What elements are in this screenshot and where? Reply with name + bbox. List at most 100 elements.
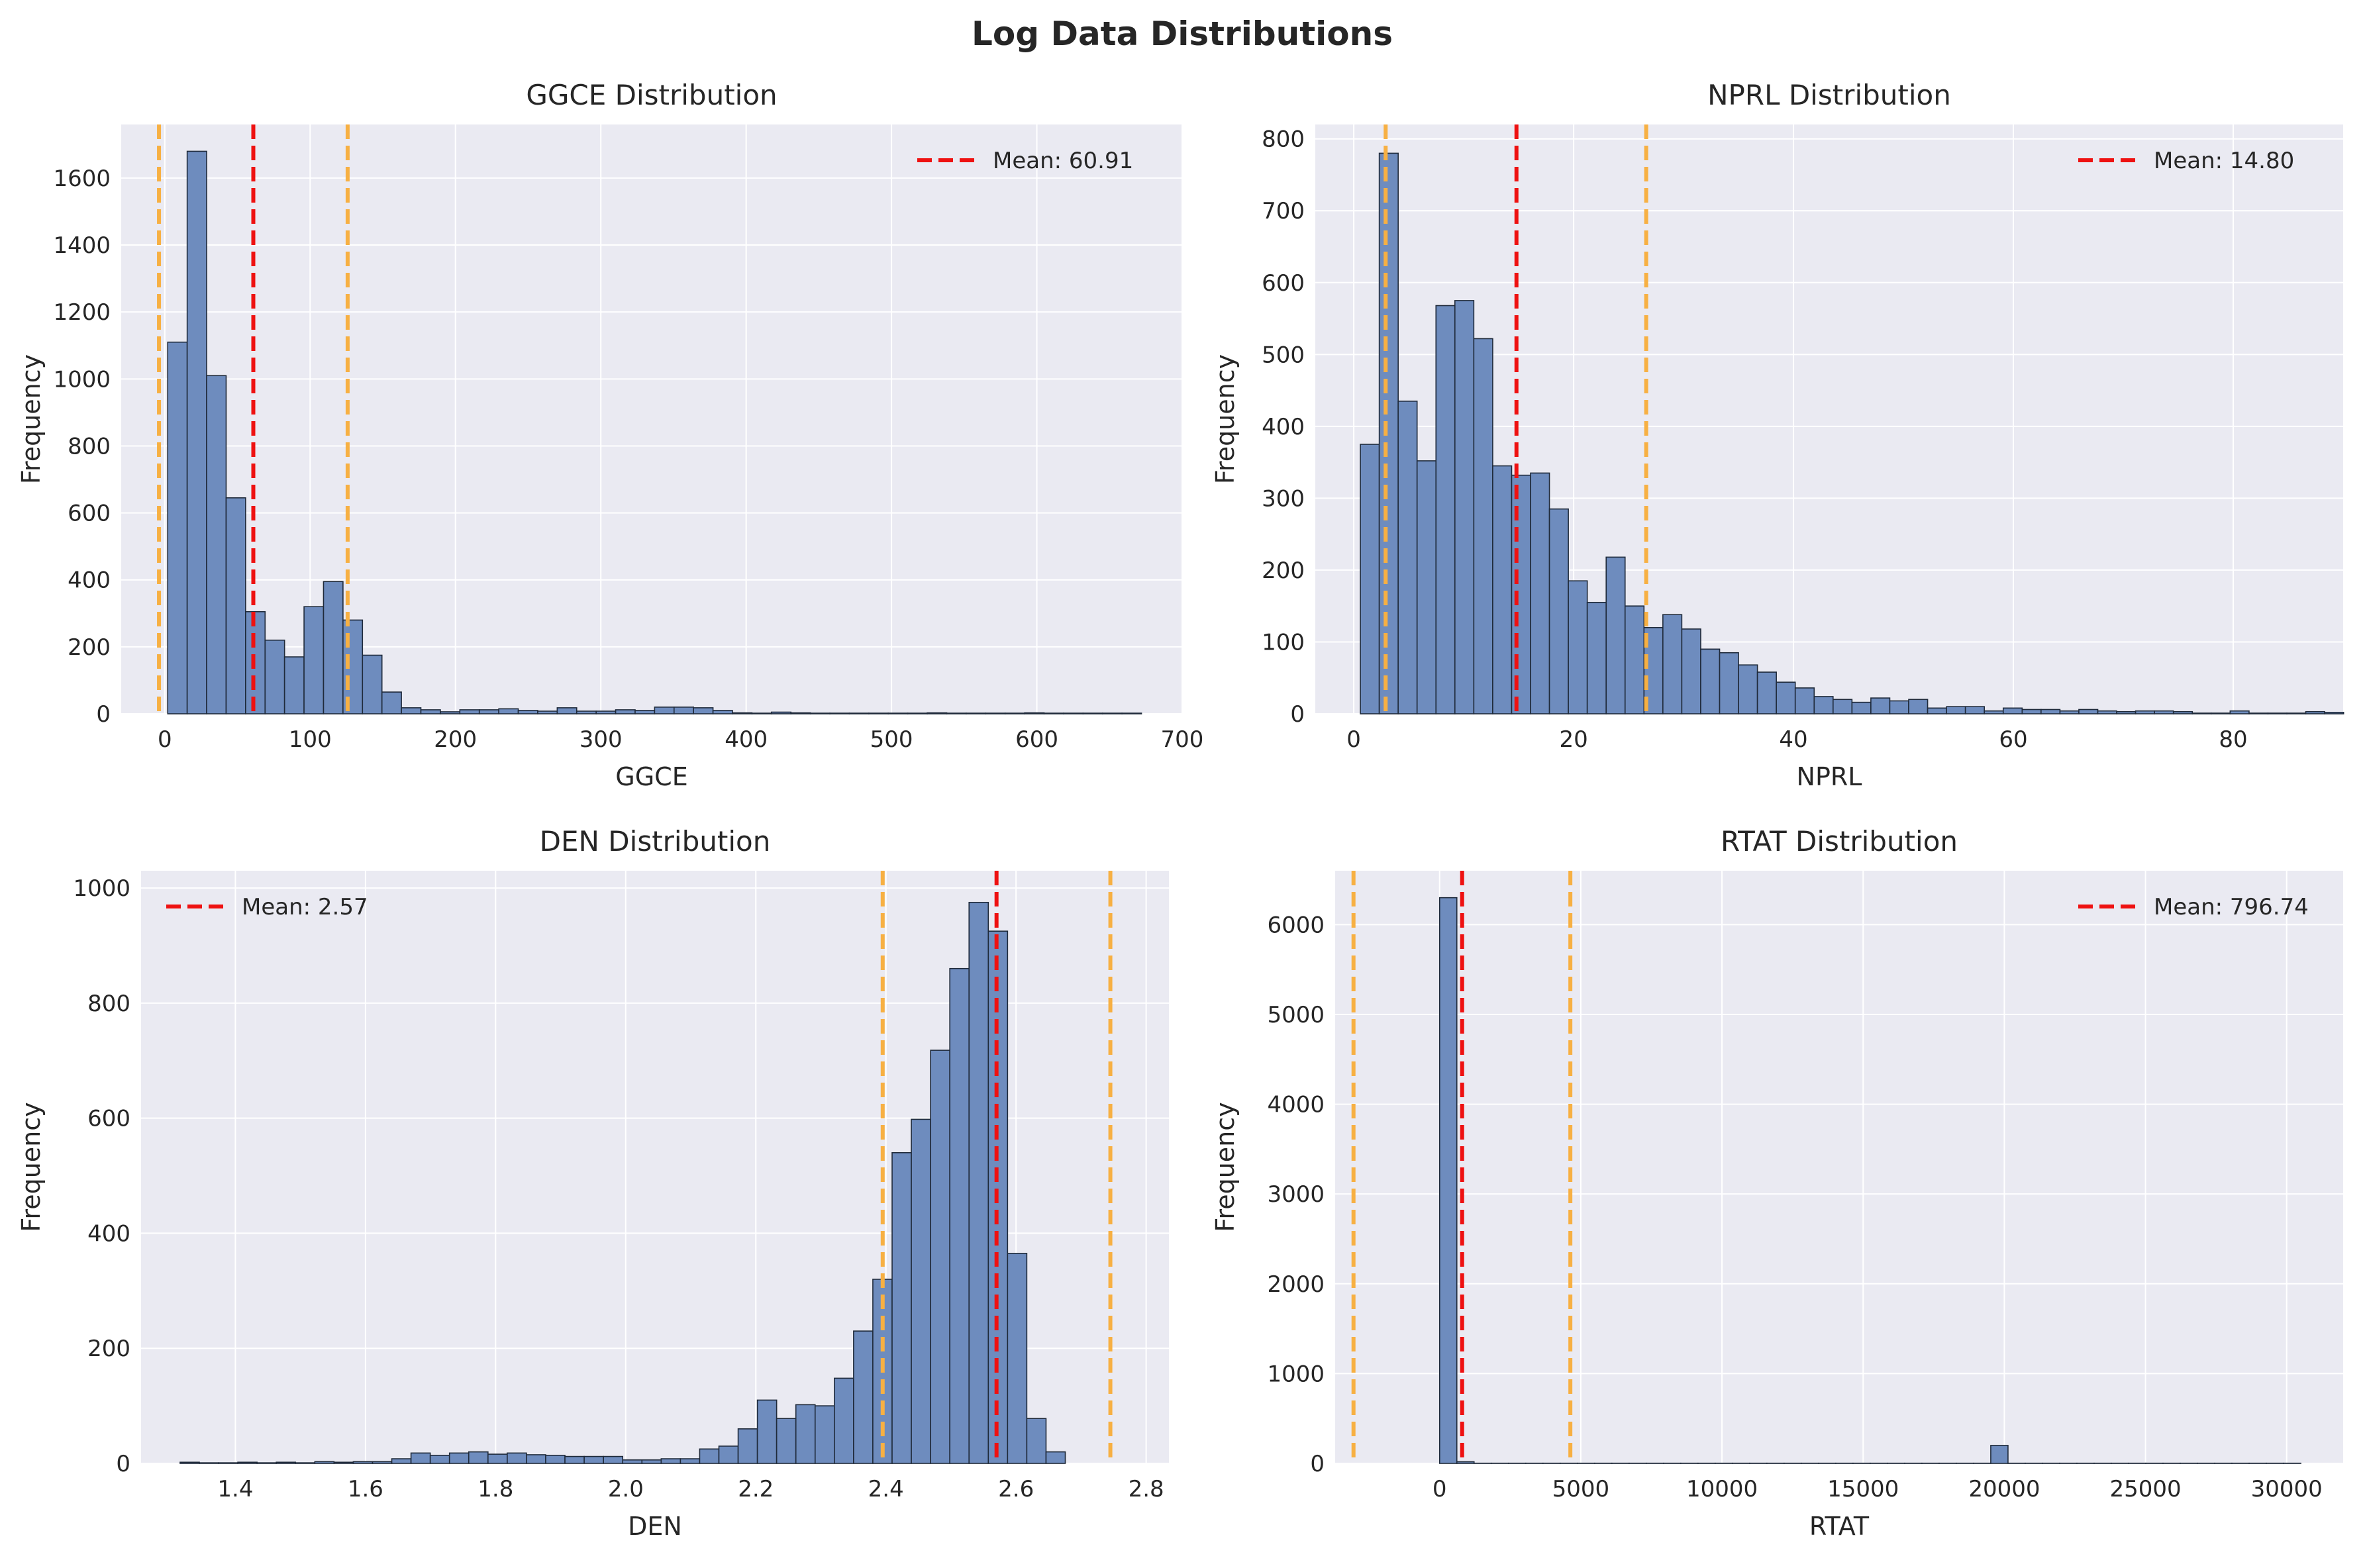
histogram-bar	[1007, 1253, 1027, 1463]
y-tick-label: 400	[87, 1220, 130, 1247]
histogram-bar	[1380, 153, 1399, 714]
histogram-bar	[450, 1453, 469, 1463]
histogram-bar	[738, 1429, 758, 1463]
histogram-bar	[557, 708, 576, 714]
x-axis-label: RTAT	[1809, 1512, 1870, 1541]
x-tick-label: 5000	[1552, 1476, 1610, 1502]
histogram-bar	[596, 711, 615, 714]
histogram-bar	[1360, 444, 1380, 714]
histogram-bar	[603, 1457, 623, 1463]
histogram-bar	[2154, 711, 2174, 714]
histogram-bar	[1833, 699, 1852, 714]
histogram-bar	[854, 1331, 873, 1463]
histogram-bar	[353, 1461, 372, 1463]
histogram-bar	[238, 1462, 257, 1463]
histogram-bar	[430, 1455, 450, 1463]
histogram-bar	[693, 708, 713, 714]
x-tick-label: 15000	[1827, 1476, 1899, 1502]
histogram-bar	[499, 709, 518, 714]
histogram-bar	[1046, 1452, 1065, 1463]
histogram-bar	[440, 712, 460, 714]
histogram-bar	[2192, 713, 2211, 714]
histogram-bar	[527, 1455, 546, 1463]
x-tick-label: 600	[1015, 726, 1058, 753]
x-tick-label: 2.8	[1129, 1476, 1164, 1502]
histogram-bar	[966, 713, 985, 714]
y-tick-label: 6000	[1267, 912, 1325, 938]
panel-title: RTAT Distribution	[1721, 825, 1958, 858]
histogram-bar	[777, 1418, 796, 1463]
histogram-bar	[869, 713, 888, 714]
x-axis-label: DEN	[628, 1512, 682, 1541]
histogram-bar	[304, 607, 323, 714]
histogram-bar	[1991, 1446, 2008, 1463]
histogram-bar	[488, 1454, 507, 1463]
x-tick-label: 1.8	[478, 1476, 513, 1502]
y-tick-label: 200	[87, 1336, 130, 1362]
x-tick-label: 2.2	[738, 1476, 774, 1502]
histogram-bar	[469, 1452, 488, 1463]
histogram-bar	[1064, 713, 1083, 714]
histogram-bar	[635, 710, 654, 714]
y-axis-label: Frequency	[1211, 354, 1240, 484]
histogram-bar	[382, 692, 401, 714]
histogram-bar	[2325, 712, 2344, 714]
y-tick-label: 0	[96, 701, 111, 728]
histogram-bar	[246, 612, 265, 714]
histogram-bar	[1814, 697, 1833, 714]
y-tick-label: 200	[1262, 558, 1305, 584]
x-tick-label: 0	[1346, 726, 1361, 753]
figure-title: Log Data Distributions	[972, 15, 1393, 53]
x-tick-label: 40	[1779, 726, 1807, 753]
histogram-bar	[392, 1459, 411, 1463]
histogram-bar	[2268, 713, 2287, 714]
x-tick-label: 10000	[1686, 1476, 1758, 1502]
x-tick-label: 0	[158, 726, 172, 753]
histogram-bar	[1027, 1418, 1046, 1463]
plot-background	[1335, 871, 2343, 1463]
histogram-bar	[2003, 708, 2023, 714]
histogram-bar	[538, 711, 557, 714]
histogram-bar	[2306, 712, 2325, 714]
x-tick-label: 100	[289, 726, 332, 753]
histogram-bar	[187, 151, 207, 714]
histogram-bar	[1720, 653, 1739, 714]
histogram-bar	[2041, 709, 2060, 714]
histogram-bar	[674, 707, 693, 714]
histogram-bar	[546, 1455, 565, 1463]
panel-title: DEN Distribution	[540, 825, 771, 858]
histogram-bar	[927, 712, 946, 714]
histogram-bar	[507, 1453, 527, 1463]
histogram-bar	[946, 713, 966, 714]
histogram-bar	[2098, 711, 2117, 714]
y-tick-label: 800	[87, 991, 130, 1017]
histogram-bar	[911, 1119, 931, 1463]
histogram-bar	[1984, 711, 2003, 714]
x-tick-label: 60	[1999, 726, 2027, 753]
histogram-bar	[2249, 713, 2268, 714]
histogram-bar	[1568, 581, 1587, 714]
histogram-bar	[1103, 713, 1122, 714]
histogram-bar	[699, 1449, 719, 1463]
histogram-bar	[2211, 713, 2231, 714]
y-tick-label: 0	[1290, 701, 1305, 728]
histogram-bar	[1795, 688, 1815, 714]
histogram-bar	[285, 657, 304, 714]
histogram-bar	[1044, 713, 1064, 714]
y-tick-label: 600	[68, 501, 111, 527]
histogram-bar	[1005, 713, 1025, 714]
histogram-bar	[1871, 698, 1890, 714]
x-axis-label: GGCE	[615, 762, 687, 791]
x-tick-label: 400	[725, 726, 768, 753]
histogram-bar	[577, 711, 596, 714]
histogram-bar	[1587, 603, 1607, 714]
histogram-bar	[1909, 699, 1928, 714]
x-tick-label: 0	[1433, 1476, 1447, 1502]
histogram-bar	[950, 969, 969, 1463]
y-tick-label: 1200	[53, 299, 111, 326]
